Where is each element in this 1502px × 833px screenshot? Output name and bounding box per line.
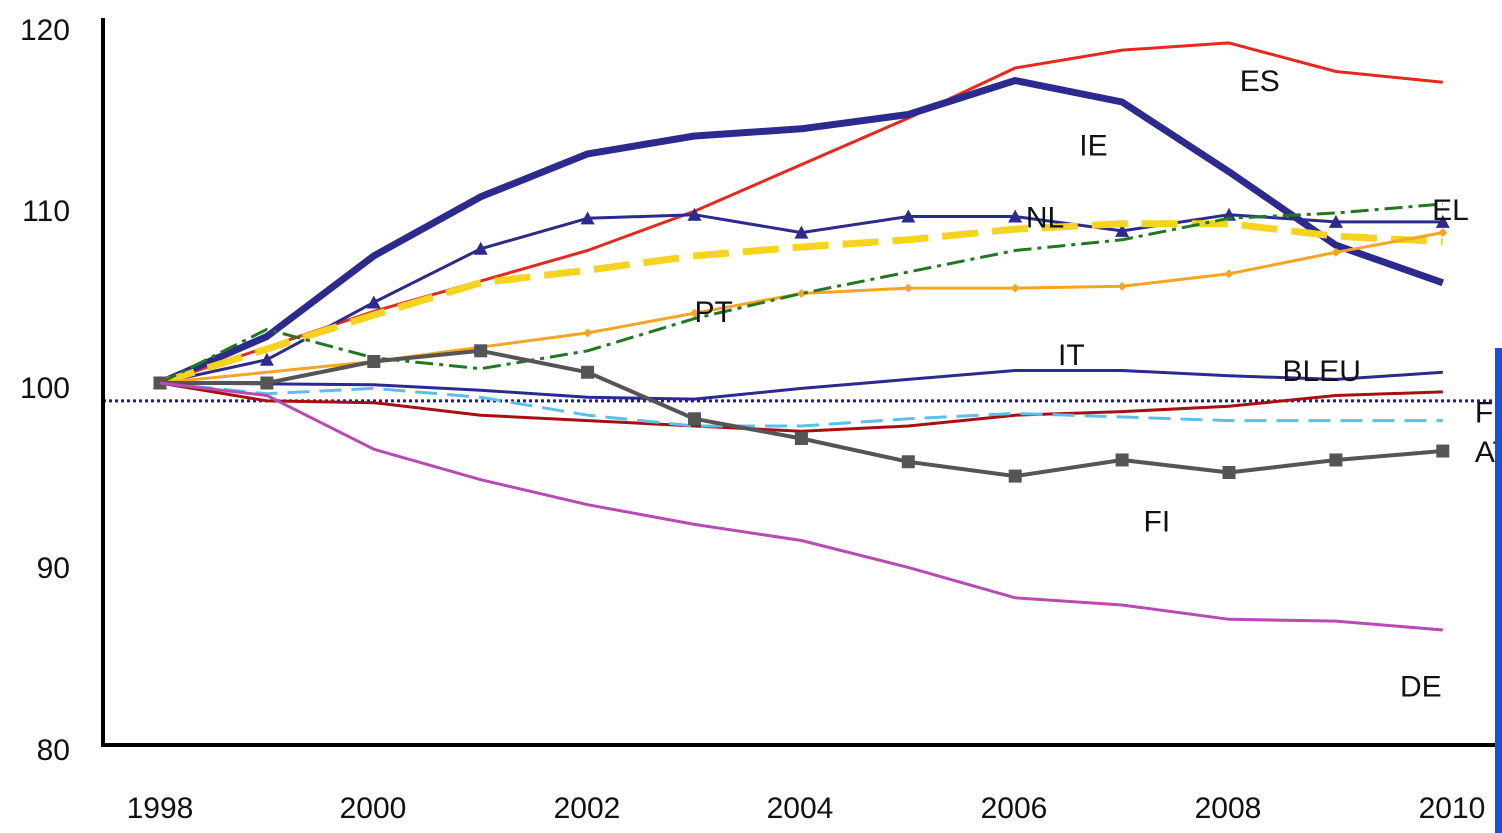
series-line-nl — [158, 220, 1443, 387]
data-point-pt — [796, 289, 806, 298]
y-tick-label: 80 — [37, 734, 70, 767]
series-label-de: DE — [1400, 670, 1442, 703]
data-point-el — [580, 211, 595, 225]
x-tick-labels: 1998 2000 2002 2004 2006 2008 2010 — [127, 792, 1486, 825]
data-point-fi — [1222, 466, 1236, 479]
data-point-fi — [901, 455, 915, 469]
x-tick-label: 1998 — [127, 792, 194, 825]
data-point-el — [259, 352, 274, 366]
x-tick-label: 2008 — [1195, 792, 1262, 825]
data-point-fi — [260, 376, 274, 390]
x-tick-label: 2000 — [340, 792, 407, 825]
edge-accent-bar — [1495, 348, 1502, 833]
data-point-pt — [1224, 269, 1234, 279]
data-point-fi — [367, 355, 381, 369]
y-tick-label: 120 — [20, 14, 70, 47]
data-point-pt — [583, 328, 593, 338]
data-point-pt — [690, 308, 699, 318]
x-tick-label: 2006 — [981, 792, 1048, 825]
series-line-ie — [158, 77, 1444, 387]
y-tick-label: 110 — [22, 195, 70, 228]
data-point-fi — [794, 431, 808, 445]
data-point-pt — [1117, 281, 1127, 291]
series-label-es: ES — [1240, 65, 1280, 98]
x-tick-label: 2002 — [554, 792, 621, 825]
data-point-el — [1435, 214, 1450, 228]
data-point-fi — [1329, 453, 1343, 467]
data-point-el — [794, 225, 809, 239]
series-line-fi — [160, 348, 1443, 479]
data-point-el — [1008, 209, 1023, 223]
data-point-fi — [474, 344, 488, 358]
series-label-ie: IE — [1079, 130, 1107, 163]
series-line-pt — [159, 231, 1444, 385]
series-label-fi: FI — [1144, 506, 1171, 539]
series-labels: ES IE NL EL PT IT BLEU FR AT FI DE — [695, 65, 1502, 703]
series-line-es — [159, 41, 1443, 385]
data-point-pt — [903, 283, 913, 293]
x-tick-label: 2004 — [767, 792, 834, 825]
data-point-el — [901, 209, 916, 223]
plot-lines — [103, 41, 1495, 632]
data-point-pt — [1331, 247, 1341, 257]
y-tick-labels: 120 110 100 90 80 — [20, 14, 70, 767]
series-line-el — [159, 213, 1443, 385]
data-point-el — [687, 207, 702, 221]
data-point-el — [1328, 214, 1343, 228]
data-point-fi — [1008, 469, 1022, 483]
data-point-fi — [688, 412, 701, 426]
data-point-fi — [1436, 444, 1450, 458]
data-point-fi — [581, 365, 595, 379]
data-point-pt — [1438, 228, 1448, 238]
x-tick-label: 2010 — [1419, 792, 1486, 825]
series-line-fr — [159, 381, 1443, 433]
y-tick-label: 90 — [37, 552, 70, 585]
series-line-de — [159, 381, 1443, 632]
series-label-bleu: BLEU — [1283, 355, 1361, 388]
series-line-it — [159, 369, 1443, 401]
data-point-pt — [1010, 283, 1020, 293]
data-point-el — [473, 241, 488, 255]
y-tick-label: 100 — [20, 372, 70, 405]
data-point-el — [1115, 223, 1130, 237]
series-label-it: IT — [1058, 339, 1085, 372]
series-line-bleu — [159, 381, 1443, 428]
data-point-el — [366, 295, 381, 309]
data-point-fi — [1115, 453, 1129, 467]
series-label-el: EL — [1432, 194, 1469, 227]
series-label-nl: NL — [1026, 201, 1064, 234]
series-label-pt: PT — [695, 296, 733, 329]
